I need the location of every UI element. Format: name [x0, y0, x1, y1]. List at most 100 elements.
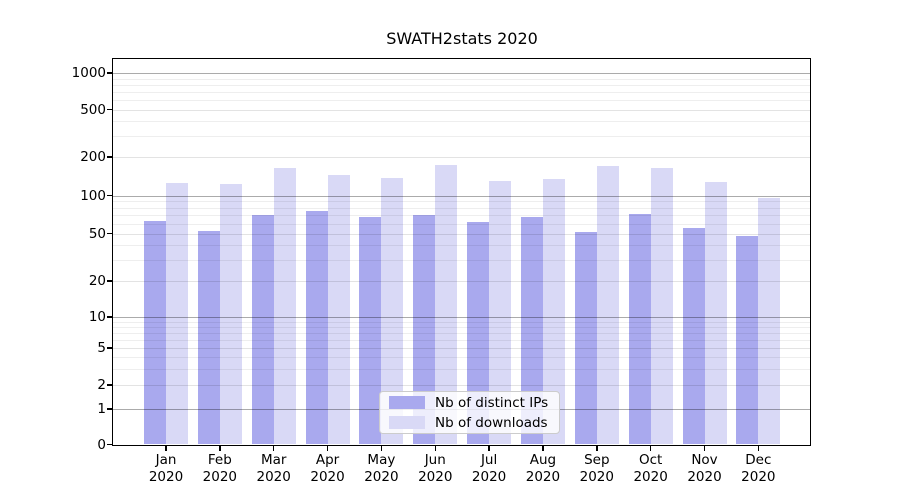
y-tick-mark: [107, 443, 112, 446]
gridline-minor: [113, 201, 810, 203]
x-tick-label: Dec 2020: [741, 452, 776, 485]
bar-downloads-jun: [435, 165, 458, 445]
bar-downloads-dec: [758, 198, 781, 445]
gridline-minor: [113, 368, 810, 370]
bar-downloads-oct: [650, 167, 673, 445]
y-tick-label: 100: [80, 187, 106, 204]
chart-title: SWATH2stats 2020: [386, 29, 538, 48]
legend-swatch-downloads: [389, 416, 425, 429]
x-tick-label: May 2020: [364, 452, 399, 485]
gridline-minor: [113, 339, 810, 341]
gridline-minor: [113, 207, 810, 209]
y-tick-label: 500: [80, 101, 106, 118]
x-tick-label: Feb 2020: [202, 452, 238, 485]
bar-distinct-ips-dec: [736, 235, 759, 445]
legend-swatch-distinct-ips: [389, 396, 425, 409]
gridline-major: [113, 73, 810, 74]
y-tick-mark: [107, 108, 112, 111]
y-tick-label: 200: [80, 149, 106, 165]
bar-downloads-apr: [327, 174, 350, 445]
y-tick-mark: [107, 194, 112, 197]
x-tick-label: Aug 2020: [525, 452, 561, 485]
bar-distinct-ips-aug: [520, 216, 543, 445]
x-tick-mark: [165, 446, 167, 451]
gridline-minor: [113, 357, 810, 358]
legend-item-downloads: Nb of downloads: [389, 415, 551, 431]
y-tick-mark: [107, 232, 112, 235]
x-tick-label: Jul 2020: [471, 452, 507, 485]
x-tick-label: Jan 2020: [148, 452, 184, 485]
bar-distinct-ips-feb: [197, 231, 220, 445]
x-tick-label: Sep 2020: [579, 452, 614, 485]
bar-downloads-may: [381, 178, 404, 445]
y-tick-mark: [107, 347, 112, 349]
x-tick-mark: [703, 446, 706, 451]
x-tick-mark: [649, 446, 652, 451]
x-tick-label: Oct 2020: [633, 452, 668, 485]
gridline: [113, 281, 810, 282]
y-tick-label: 20: [88, 273, 106, 289]
gridline: [113, 385, 810, 386]
legend: Nb of distinct IPs Nb of downloads: [379, 391, 560, 434]
gridline-minor: [113, 78, 810, 80]
y-tick-label: 5: [97, 340, 106, 356]
gridline-major: [113, 317, 810, 318]
bar-distinct-ips-may: [359, 217, 382, 445]
gridline-minor: [113, 326, 810, 328]
gridline-minor: [113, 91, 810, 93]
gridline-minor: [113, 321, 810, 323]
bar-distinct-ips-jan: [144, 220, 166, 445]
y-tick-mark: [107, 72, 112, 74]
gridline-minor: [113, 84, 810, 86]
y-tick-label: 10: [88, 309, 106, 325]
y-tick-mark: [107, 408, 112, 410]
bar-downloads-mar: [273, 167, 296, 445]
bar-distinct-ips-mar: [251, 215, 274, 445]
bar-distinct-ips-apr: [305, 210, 328, 445]
legend-label: Nb of distinct IPs: [435, 394, 549, 411]
gridline: [113, 109, 810, 111]
gridline-minor: [113, 99, 810, 101]
x-tick-mark: [326, 446, 329, 451]
bar-distinct-ips-sep: [574, 232, 597, 445]
gridline-minor: [113, 332, 810, 334]
bar-downloads-feb: [219, 184, 242, 445]
x-tick-mark: [596, 446, 598, 451]
bar-distinct-ips-oct: [628, 213, 651, 445]
y-tick-label: 1000: [71, 65, 106, 81]
x-tick-label: Mar 2020: [256, 452, 291, 485]
x-tick-mark: [542, 446, 544, 451]
gridline-minor: [113, 121, 810, 123]
gridline-major: [113, 195, 810, 197]
x-tick-label: Nov 2020: [687, 452, 722, 485]
x-tick-mark: [757, 446, 760, 451]
gridline: [113, 348, 810, 349]
gridline-minor: [113, 245, 810, 247]
gridline-minor: [113, 259, 810, 261]
y-tick-mark: [107, 316, 112, 318]
gridline: [113, 157, 810, 158]
legend-label: Nb of downloads: [435, 414, 548, 431]
bar-downloads-aug: [542, 178, 565, 445]
x-tick-mark: [434, 446, 436, 451]
bar-distinct-ips-jun: [413, 215, 436, 445]
gridline-minor: [113, 215, 810, 217]
y-tick-label: 1: [97, 401, 106, 417]
x-tick-mark: [219, 446, 221, 451]
bar-downloads-jan: [166, 182, 188, 445]
bar-distinct-ips-nov: [682, 228, 705, 445]
x-tick-mark: [380, 446, 383, 451]
x-tick-mark: [272, 446, 275, 451]
x-tick-mark: [488, 446, 490, 451]
x-tick-label: Apr 2020: [310, 452, 345, 485]
bar-downloads-jul: [489, 180, 512, 445]
y-tick-mark: [107, 384, 112, 386]
bar-downloads-nov: [704, 181, 727, 445]
gridline: [113, 233, 810, 235]
legend-item-distinct-ips: Nb of distinct IPs: [389, 395, 551, 411]
y-tick-label: 50: [88, 225, 106, 242]
bar-downloads-sep: [596, 166, 619, 445]
gridline-minor: [113, 223, 810, 225]
x-tick-label: Jun 2020: [418, 452, 453, 485]
